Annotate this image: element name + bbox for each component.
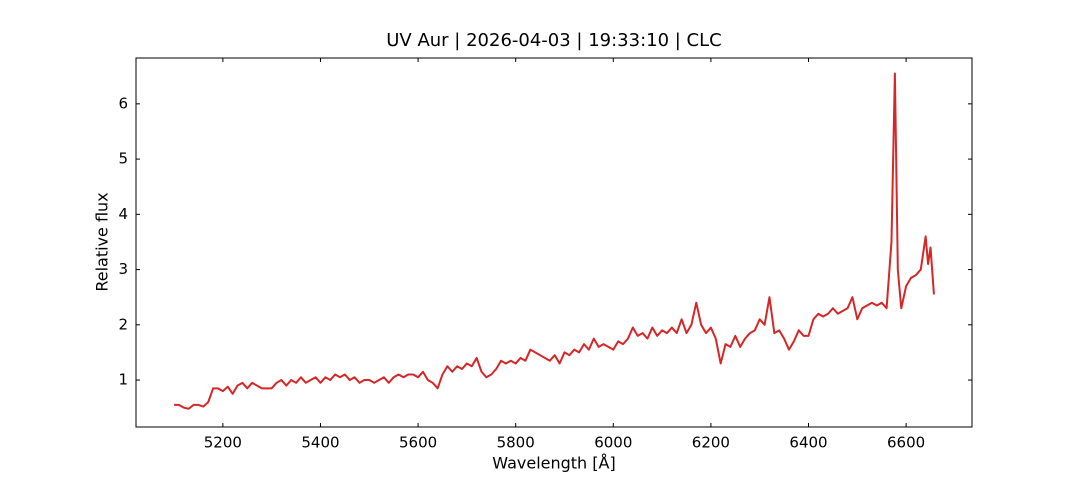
y-tick-label: 2 [118,315,128,333]
x-tick-label: 6400 [789,434,827,452]
y-tick-label: 5 [118,150,128,168]
x-tick-label: 6000 [594,434,632,452]
y-axis-label: Relative flux [93,192,112,291]
y-tick-label: 1 [118,371,128,389]
x-tick-label: 5400 [301,434,339,452]
y-tick-label: 6 [118,94,128,112]
x-tick-label: 6200 [692,434,730,452]
x-tick-label: 5600 [399,434,437,452]
spectrum-line [174,72,935,410]
y-tick-label: 4 [118,205,128,223]
x-axis-label: Wavelength [Å] [492,454,615,473]
chart-title: UV Aur | 2026-04-03 | 19:33:10 | CLC [386,30,721,51]
plot-frame [135,57,973,428]
x-tick-label: 6600 [887,434,925,452]
y-tick-label: 3 [118,260,128,278]
x-tick-label: 5200 [204,434,242,452]
x-tick-label: 5800 [497,434,535,452]
